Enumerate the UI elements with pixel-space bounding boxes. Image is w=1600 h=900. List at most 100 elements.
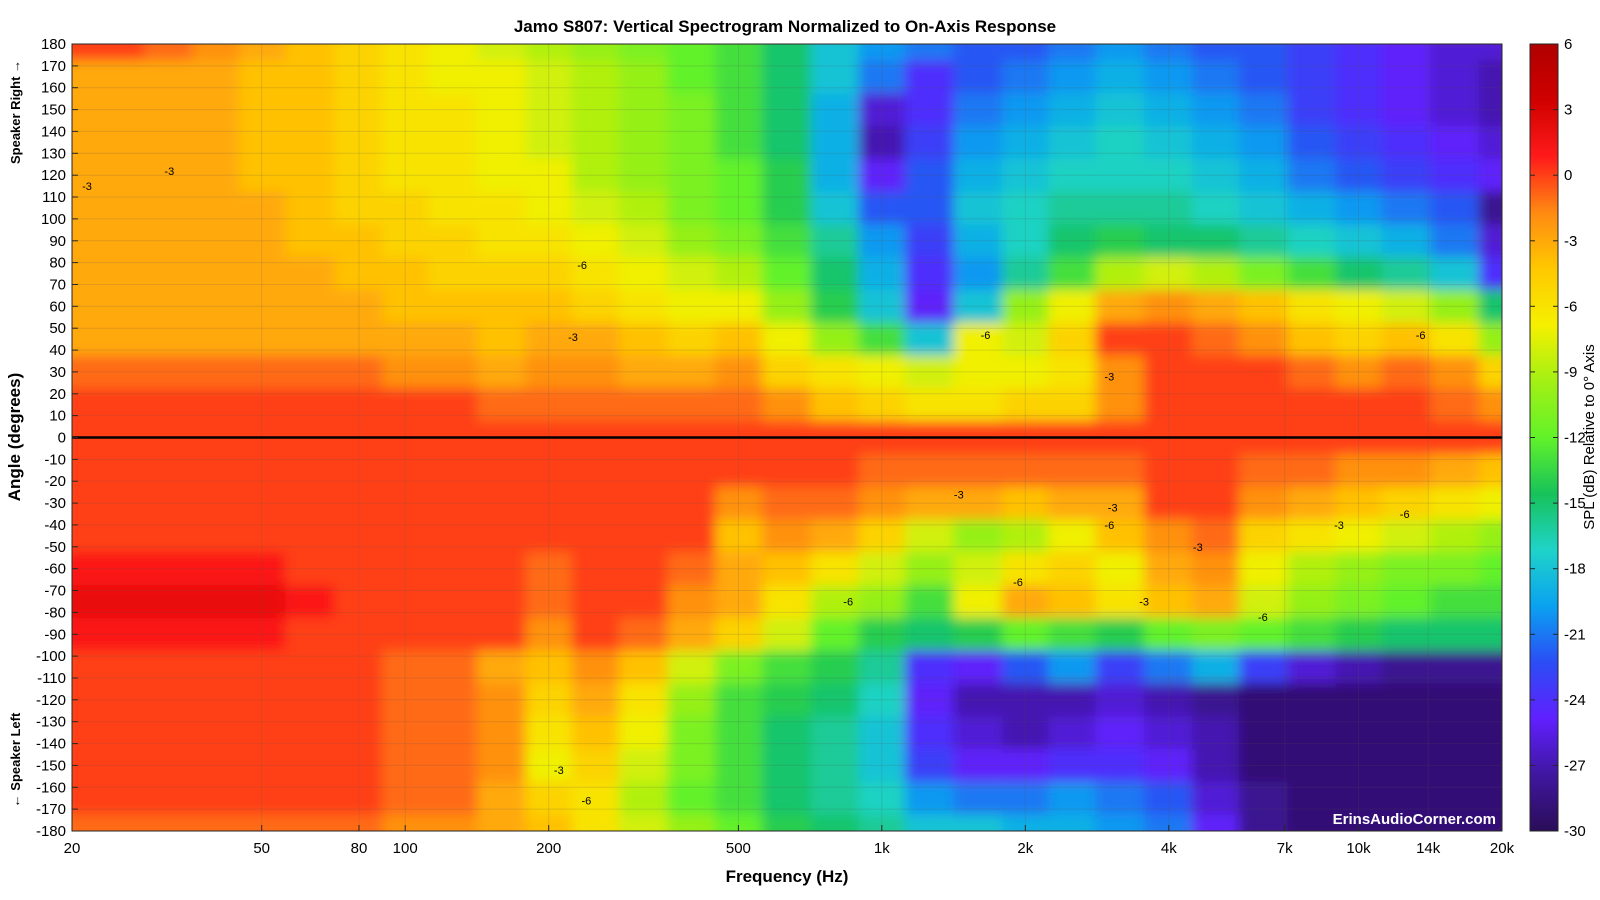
colorbar-ticks: 6 3 0 -3 -6 -9 -12 -15 -18 -21 -24 -27 -30 (1530, 36, 1586, 840)
heatmap-cell (1381, 552, 1431, 586)
heatmap-cell (1191, 191, 1240, 226)
heatmap-cell (72, 388, 96, 422)
heatmap-cell (428, 355, 478, 390)
heatmap-cell (858, 388, 906, 422)
heatmap-cell (143, 158, 194, 193)
y-tick-label: 90 (49, 233, 66, 250)
heatmap-cell (382, 617, 430, 652)
heatmap-cell (192, 158, 240, 193)
heatmap-cell (1144, 781, 1193, 816)
heatmap-cell (1381, 683, 1431, 717)
heatmap-cell (1095, 158, 1145, 193)
heatmap-cell (715, 749, 764, 783)
heatmap-cell (1478, 257, 1502, 291)
heatmap-cell (428, 716, 478, 750)
heatmap-cell (953, 453, 1003, 488)
heatmap-cell (618, 289, 669, 324)
heatmap-cell (618, 486, 669, 521)
heatmap-cell (858, 257, 906, 291)
heatmap-cell (1144, 617, 1193, 652)
heatmap-cell (858, 60, 906, 94)
heatmap-cell (904, 388, 955, 422)
heatmap-cell (667, 322, 716, 357)
heatmap-cell (1478, 191, 1502, 226)
colorbar: 6 3 0 -3 -6 -9 -12 -15 -18 -21 -24 -27 -30 (1529, 36, 1586, 840)
heatmap-cell (715, 617, 764, 652)
x-tick-label: 50 (253, 840, 270, 857)
heatmap-cell (810, 814, 860, 831)
contour-label: -3 (1104, 371, 1114, 383)
heatmap-cell (476, 617, 527, 652)
heatmap-cell (810, 224, 860, 258)
heatmap-cell (476, 683, 527, 717)
heatmap-cell (571, 322, 620, 357)
heatmap-cell (1144, 158, 1193, 193)
heatmap-cell (1478, 781, 1502, 816)
heatmap-cell (953, 322, 1003, 357)
heatmap-cell (1144, 44, 1193, 62)
heatmap-cell (1238, 191, 1289, 226)
heatmap-cell (285, 585, 335, 619)
heatmap-cell (1002, 93, 1050, 127)
heatmap-cell (238, 388, 287, 422)
heatmap-cell (1191, 257, 1240, 291)
heatmap-cell (810, 552, 860, 586)
heatmap-cell (1478, 585, 1502, 619)
heatmap-cell (715, 585, 764, 619)
heatmap-cell (1238, 519, 1289, 554)
heatmap-cell (1002, 814, 1050, 831)
heatmap-cell (1430, 453, 1480, 488)
heatmap-cell (1335, 44, 1383, 62)
heatmap-cell (953, 224, 1003, 258)
heatmap-cell (667, 191, 716, 226)
heatmap-cell (95, 617, 145, 652)
heatmap-cell (762, 44, 812, 62)
heatmap-cell (1335, 191, 1383, 226)
heatmap-cell (1048, 289, 1097, 324)
heatmap-cell (1048, 552, 1097, 586)
heatmap-cell (1048, 716, 1097, 750)
heatmap-cell (285, 224, 335, 258)
heatmap-cell (1048, 257, 1097, 291)
heatmap-cell (476, 716, 527, 750)
heatmap-cell (334, 93, 383, 127)
contour-label: -6 (1013, 577, 1023, 589)
heatmap-cell (1191, 781, 1240, 816)
heatmap-cell (238, 716, 287, 750)
heatmap-cell (95, 355, 145, 390)
heatmap-cell (762, 126, 812, 160)
heatmap-cell (810, 716, 860, 750)
heatmap-cell (95, 650, 145, 685)
heatmap-cell (1002, 44, 1050, 62)
heatmap-cell (285, 289, 335, 324)
heatmap-cell (476, 158, 527, 193)
heatmap-cell (476, 585, 527, 619)
heatmap-cell (953, 749, 1003, 783)
heatmap-cell (1381, 749, 1431, 783)
heatmap-cell (904, 60, 955, 94)
heatmap-cell (858, 683, 906, 717)
heatmap-cell (618, 650, 669, 685)
heatmap-cell (858, 355, 906, 390)
heatmap-cell (1287, 289, 1337, 324)
heatmap-cell (904, 224, 955, 258)
heatmap-cell (382, 388, 430, 422)
heatmap-cell (1478, 552, 1502, 586)
heatmap-cell (1095, 716, 1145, 750)
heatmap-cell (1478, 224, 1502, 258)
heatmap-cell (1238, 388, 1289, 422)
x-axis-label: Frequency (Hz) (726, 867, 849, 886)
heatmap-cell (1430, 191, 1480, 226)
heatmap-cell (953, 617, 1003, 652)
heatmap-cell (1048, 453, 1097, 488)
heatmap-cell (476, 257, 527, 291)
x-tick-label: 7k (1277, 840, 1293, 857)
colorbar-tick-label: -24 (1564, 692, 1586, 709)
heatmap-cell (285, 355, 335, 390)
heatmap-cell (143, 519, 194, 554)
heatmap-cell (238, 93, 287, 127)
heatmap-cell (95, 388, 145, 422)
heatmap-cell (476, 44, 527, 62)
heatmap-cell (1430, 257, 1480, 291)
heatmap-cell (428, 552, 478, 586)
